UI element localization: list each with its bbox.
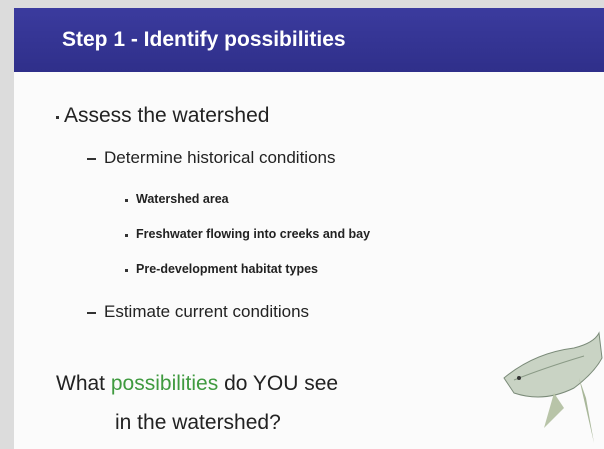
bullet-item: Freshwater flowing into creeks and bay [136,227,370,241]
question-highlight: possibilities [111,372,218,395]
slide-title: Step 1 - Identify possibilities [62,28,346,52]
bullet-marker [125,199,128,202]
question-line: What possibilities do YOU see [56,372,338,396]
bullet-item: Estimate current conditions [104,302,309,322]
bullet-marker [125,269,128,272]
bullet-marker [56,116,59,119]
question-text: What [56,372,105,395]
bullet-marker [87,312,96,314]
bullet-item: Pre-development habitat types [136,262,318,276]
bullet-marker [125,234,128,237]
page: Step 1 - Identify possibilities Assess t… [0,0,604,449]
slide: Step 1 - Identify possibilities Assess t… [14,8,604,449]
fish-illustration [494,318,604,449]
bullet-item: Watershed area [136,192,229,206]
bullet-item: Assess the watershed [64,104,269,128]
bullet-item: Determine historical conditions [104,148,336,168]
question-line: in the watershed? [115,411,281,435]
bullet-marker [87,158,96,160]
question-text: do YOU see [224,372,338,395]
